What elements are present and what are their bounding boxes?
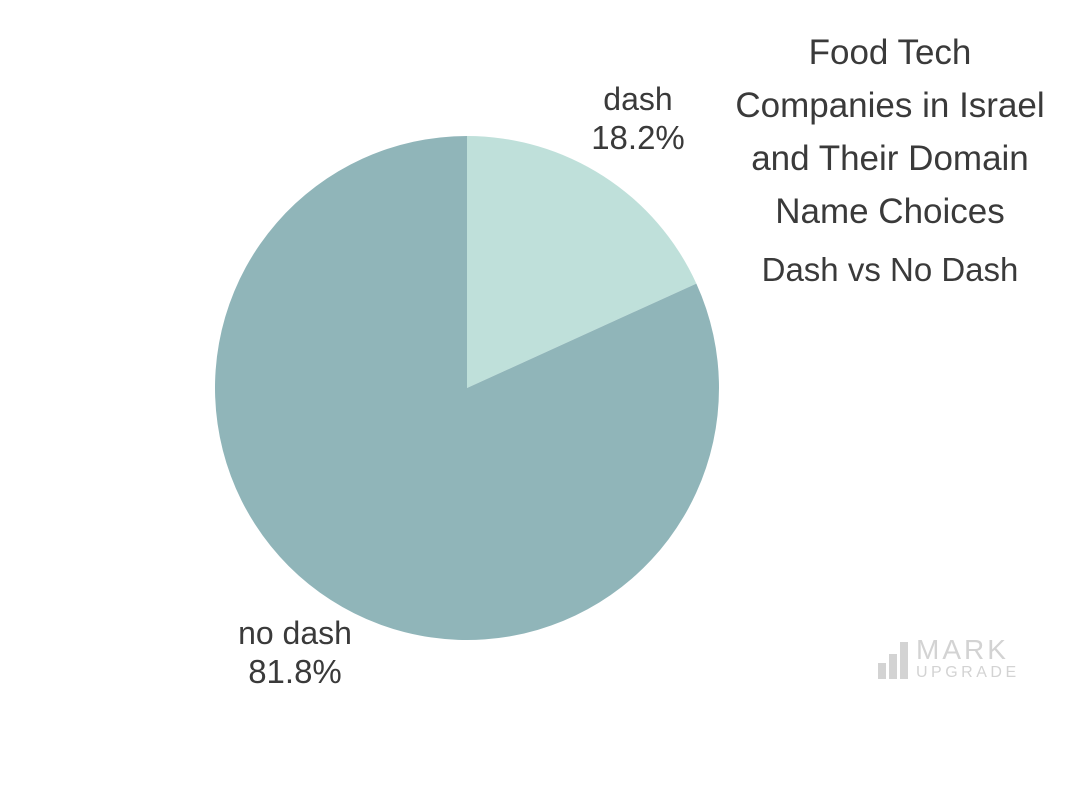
bar-icon-medium xyxy=(889,654,897,679)
slice-name: dash xyxy=(603,81,673,117)
pie-slice-dash xyxy=(467,136,697,388)
title-line: Food Tech xyxy=(808,33,972,72)
pie-slice-no-dash xyxy=(215,136,720,640)
brand-name: MARK UPGRADE xyxy=(916,636,1020,681)
slice-label-no-dash: no dash 81.8% xyxy=(195,614,395,692)
bar-chart-icon xyxy=(878,642,911,679)
slice-value: 81.8% xyxy=(248,653,342,690)
slice-label-dash: dash 18.2% xyxy=(538,80,738,158)
title-line: and Their Domain xyxy=(751,139,1029,178)
title-line: Companies in Israel xyxy=(735,86,1045,125)
brand-name-bottom: UPGRADE xyxy=(916,664,1020,681)
brand-name-top: MARK xyxy=(916,634,1009,665)
chart-title: Food Tech Companies in Israel and Their … xyxy=(700,26,1080,290)
title-line: Name Choices xyxy=(775,192,1005,231)
bar-icon-large xyxy=(900,642,908,679)
brand-watermark: MARK UPGRADE xyxy=(878,636,1020,681)
bar-icon-small xyxy=(878,663,886,679)
chart-subtitle: Dash vs No Dash xyxy=(761,251,1019,288)
slice-name: no dash xyxy=(238,615,352,651)
slice-value: 18.2% xyxy=(591,119,685,156)
